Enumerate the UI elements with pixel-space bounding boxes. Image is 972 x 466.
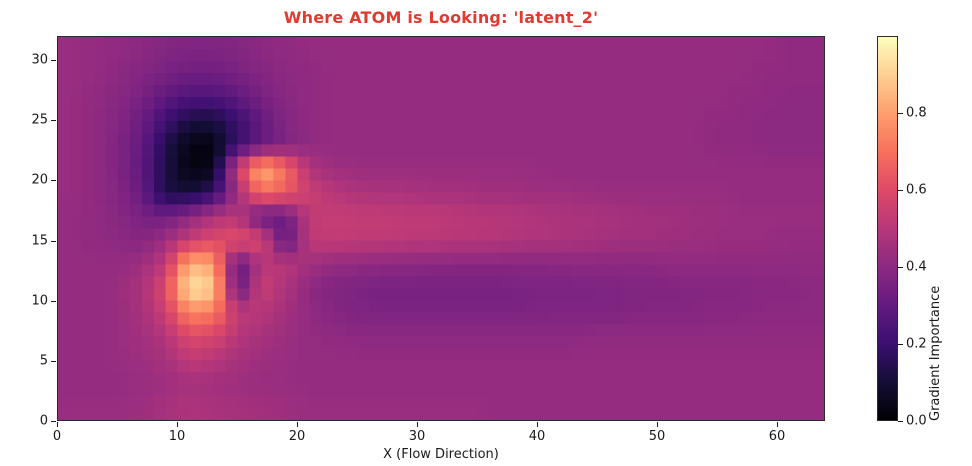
y-tick-label: 30 <box>31 52 48 68</box>
colorbar-tick-label: 0.8 <box>906 105 927 121</box>
x-tick-label: 60 <box>768 429 786 444</box>
colorbar-gradient <box>878 37 897 420</box>
x-axis-label: X (Flow Direction) <box>383 447 499 462</box>
heatmap-plot <box>57 36 825 421</box>
y-tick-mark <box>51 421 56 422</box>
colorbar-tick-label: 0.0 <box>906 413 927 429</box>
colorbar-tick-mark <box>898 267 903 268</box>
x-tick-mark <box>537 422 538 427</box>
y-tick-mark <box>51 360 56 362</box>
y-tick-mark <box>51 60 56 62</box>
x-tick-mark <box>777 422 778 427</box>
plot-title: Where ATOM is Looking: 'latent_2' <box>283 8 599 27</box>
y-tick-mark <box>51 120 56 122</box>
colorbar-tick-mark <box>898 113 903 114</box>
heatmap-canvas <box>58 37 824 420</box>
y-tick-label: 15 <box>31 233 48 249</box>
y-tick-label: 10 <box>31 293 48 309</box>
x-tick-mark <box>57 422 58 427</box>
colorbar-tick-mark <box>898 421 903 422</box>
x-tick-mark <box>657 422 658 427</box>
y-tick-mark <box>51 180 56 182</box>
x-tick-label: 40 <box>528 429 546 444</box>
colorbar-tick-mark <box>898 344 903 345</box>
y-tick-label: 20 <box>31 172 48 188</box>
y-tick-label: 0 <box>39 413 48 429</box>
colorbar-label: Gradient Importance <box>928 285 943 421</box>
x-tick-mark <box>177 422 178 427</box>
x-tick-label: 20 <box>288 429 306 444</box>
x-tick-mark <box>297 422 298 427</box>
y-tick-label: 25 <box>31 112 48 128</box>
colorbar-tick-mark <box>898 190 903 191</box>
colorbar-tick-label: 0.6 <box>906 182 927 198</box>
x-tick-label: 0 <box>52 429 62 444</box>
x-tick-label: 10 <box>168 429 186 444</box>
y-tick-label: 5 <box>39 353 48 369</box>
colorbar-tick-label: 0.2 <box>906 336 927 352</box>
y-tick-mark <box>51 240 56 242</box>
colorbar-tick-label: 0.4 <box>906 259 927 275</box>
x-tick-mark <box>417 422 418 427</box>
x-tick-label: 50 <box>648 429 666 444</box>
colorbar <box>877 36 898 421</box>
y-tick-mark <box>51 300 56 302</box>
x-tick-label: 30 <box>408 429 426 444</box>
